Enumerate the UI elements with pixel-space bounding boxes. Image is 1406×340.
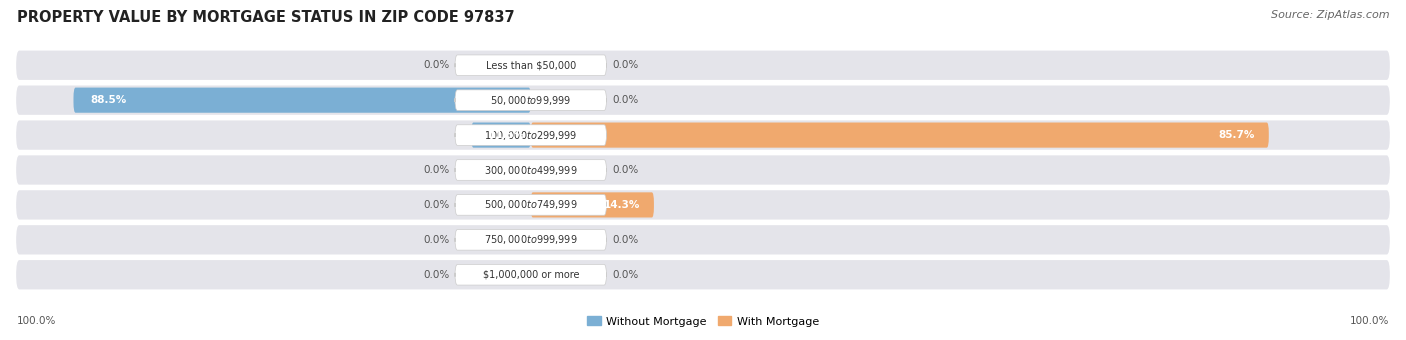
FancyBboxPatch shape — [15, 85, 1391, 115]
Text: 0.0%: 0.0% — [612, 235, 638, 245]
Text: $500,000 to $749,999: $500,000 to $749,999 — [484, 199, 578, 211]
Text: $1,000,000 or more: $1,000,000 or more — [482, 270, 579, 280]
FancyBboxPatch shape — [15, 120, 1391, 150]
Text: 0.0%: 0.0% — [612, 165, 638, 175]
Text: 0.0%: 0.0% — [423, 270, 450, 280]
FancyBboxPatch shape — [531, 122, 1268, 148]
FancyBboxPatch shape — [15, 190, 1391, 220]
FancyBboxPatch shape — [456, 125, 606, 146]
Text: 0.0%: 0.0% — [423, 200, 450, 210]
FancyBboxPatch shape — [456, 160, 606, 180]
Text: 0.0%: 0.0% — [612, 60, 638, 70]
Text: 100.0%: 100.0% — [17, 317, 56, 326]
FancyBboxPatch shape — [456, 194, 606, 215]
Text: PROPERTY VALUE BY MORTGAGE STATUS IN ZIP CODE 97837: PROPERTY VALUE BY MORTGAGE STATUS IN ZIP… — [17, 10, 515, 25]
Text: $300,000 to $499,999: $300,000 to $499,999 — [484, 164, 578, 176]
Text: Less than $50,000: Less than $50,000 — [485, 60, 576, 70]
FancyBboxPatch shape — [471, 122, 531, 148]
Text: 11.5%: 11.5% — [488, 130, 524, 140]
Text: 0.0%: 0.0% — [612, 270, 638, 280]
Text: 85.7%: 85.7% — [1219, 130, 1256, 140]
FancyBboxPatch shape — [456, 265, 606, 285]
Text: 0.0%: 0.0% — [612, 95, 638, 105]
Text: $100,000 to $299,999: $100,000 to $299,999 — [484, 129, 578, 141]
FancyBboxPatch shape — [456, 55, 606, 75]
FancyBboxPatch shape — [15, 155, 1391, 185]
Text: Source: ZipAtlas.com: Source: ZipAtlas.com — [1271, 10, 1389, 20]
FancyBboxPatch shape — [73, 88, 531, 113]
Text: 0.0%: 0.0% — [423, 60, 450, 70]
Text: $750,000 to $999,999: $750,000 to $999,999 — [484, 233, 578, 246]
FancyBboxPatch shape — [15, 225, 1391, 255]
Text: 0.0%: 0.0% — [423, 165, 450, 175]
FancyBboxPatch shape — [15, 260, 1391, 289]
Text: 14.3%: 14.3% — [603, 200, 640, 210]
Text: 100.0%: 100.0% — [1350, 317, 1389, 326]
Text: $50,000 to $99,999: $50,000 to $99,999 — [491, 94, 571, 107]
Legend: Without Mortgage, With Mortgage: Without Mortgage, With Mortgage — [582, 312, 824, 331]
FancyBboxPatch shape — [456, 230, 606, 250]
Text: 0.0%: 0.0% — [423, 235, 450, 245]
FancyBboxPatch shape — [15, 51, 1391, 80]
FancyBboxPatch shape — [456, 90, 606, 110]
FancyBboxPatch shape — [531, 192, 654, 218]
Text: 88.5%: 88.5% — [91, 95, 127, 105]
